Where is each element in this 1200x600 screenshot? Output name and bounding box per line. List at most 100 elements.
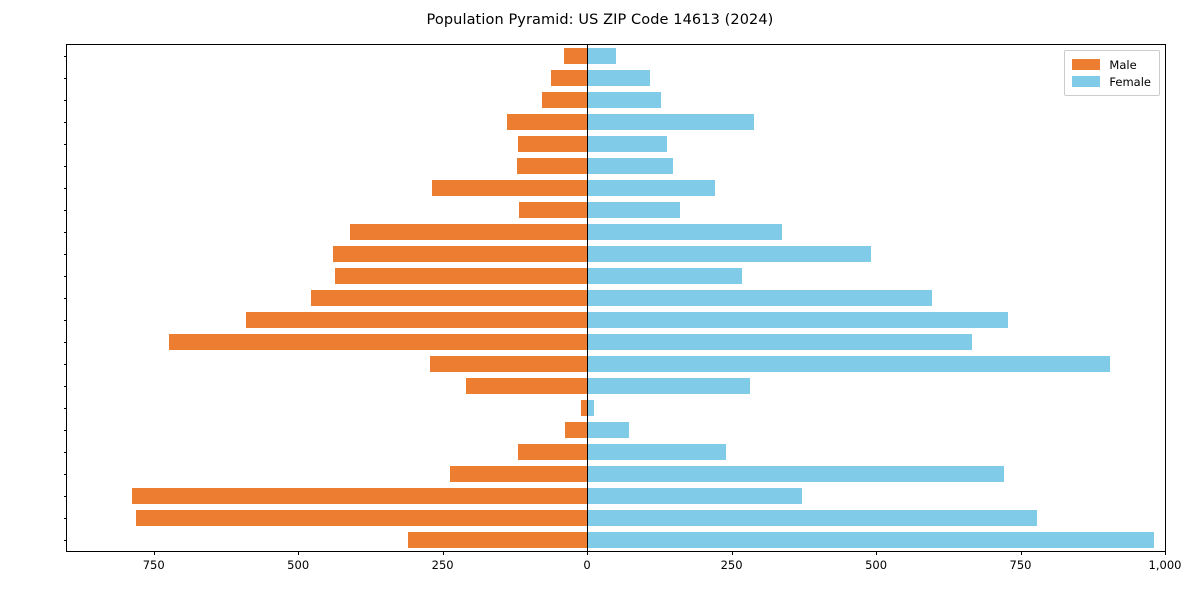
x-tick-label: 500 bbox=[865, 558, 888, 572]
bar-male-21 bbox=[581, 400, 588, 416]
bar-male-under-5 bbox=[407, 532, 588, 548]
bar-row bbox=[67, 532, 1165, 548]
y-tick-mark bbox=[63, 210, 67, 211]
bar-row bbox=[67, 356, 1165, 372]
y-tick-mark bbox=[63, 408, 67, 409]
y-tick-mark bbox=[63, 342, 67, 343]
bar-female-21 bbox=[587, 400, 595, 416]
chart-legend: Male Female bbox=[1064, 50, 1160, 96]
bar-row bbox=[67, 334, 1165, 350]
bar-female-65-66 bbox=[587, 158, 673, 174]
legend-swatch-female bbox=[1072, 76, 1101, 87]
plot-area: 85+80-8475-7970-7467-6965-6662-6460-6155… bbox=[63, 44, 1181, 572]
legend-label-female: Female bbox=[1109, 74, 1151, 89]
legend-swatch-male bbox=[1072, 59, 1101, 70]
bar-male-75-79 bbox=[542, 92, 588, 108]
bar-female-67-69 bbox=[587, 136, 667, 152]
y-tick-mark bbox=[63, 254, 67, 255]
bar-female-62-64 bbox=[587, 180, 716, 196]
bar-male-20 bbox=[565, 422, 588, 438]
bar-male-45-49 bbox=[334, 268, 588, 284]
bar-row bbox=[67, 268, 1165, 284]
y-tick-mark bbox=[63, 276, 67, 277]
bar-row bbox=[67, 48, 1165, 64]
bar-male-25-29 bbox=[429, 356, 588, 372]
x-tick-mark bbox=[731, 551, 733, 555]
bar-male-5-9 bbox=[136, 510, 588, 526]
bar-male-55-59 bbox=[350, 224, 588, 240]
bar-row bbox=[67, 312, 1165, 328]
x-tick-mark bbox=[876, 551, 878, 555]
bar-male-15-17 bbox=[449, 466, 588, 482]
y-tick-mark bbox=[63, 518, 67, 519]
legend-entry[interactable]: Male bbox=[1072, 56, 1151, 73]
bar-male-67-69 bbox=[517, 136, 588, 152]
bars-container bbox=[67, 45, 1165, 551]
bar-female-15-17 bbox=[587, 466, 1005, 482]
bar-female-10-14 bbox=[587, 488, 803, 504]
y-tick-mark bbox=[63, 232, 67, 233]
zero-axis-line bbox=[587, 45, 589, 551]
x-tick-mark bbox=[442, 551, 444, 555]
bar-female-80-84 bbox=[587, 70, 650, 86]
y-tick-mark bbox=[63, 298, 67, 299]
x-tick-label: 750 bbox=[142, 558, 165, 572]
x-tick-label: 0 bbox=[583, 558, 591, 572]
bar-row bbox=[67, 114, 1165, 130]
x-tick-mark bbox=[587, 551, 589, 555]
y-tick-mark bbox=[63, 100, 67, 101]
y-tick-mark bbox=[63, 166, 67, 167]
bar-male-80-84 bbox=[551, 70, 588, 86]
bar-row bbox=[67, 202, 1165, 218]
y-tick-mark bbox=[63, 320, 67, 321]
y-tick-mark bbox=[63, 188, 67, 189]
y-tick-mark bbox=[63, 386, 67, 387]
bar-male-70-74 bbox=[507, 114, 588, 130]
bar-row bbox=[67, 422, 1165, 438]
x-tick-label: 750 bbox=[1009, 558, 1032, 572]
bar-male-40-44 bbox=[310, 290, 588, 306]
y-tick-mark bbox=[63, 452, 67, 453]
bar-row bbox=[67, 92, 1165, 108]
bar-female-60-61 bbox=[587, 202, 680, 218]
bar-row bbox=[67, 180, 1165, 196]
bar-female-85- bbox=[587, 48, 616, 64]
bar-female-18-19 bbox=[587, 444, 726, 460]
bar-female-20 bbox=[587, 422, 630, 438]
bar-female-under-5 bbox=[587, 532, 1154, 548]
bar-row bbox=[67, 136, 1165, 152]
bar-row bbox=[67, 466, 1165, 482]
bar-male-30-34 bbox=[168, 334, 588, 350]
bar-female-35-39 bbox=[587, 312, 1008, 328]
bar-female-50-54 bbox=[587, 246, 872, 262]
bar-row bbox=[67, 400, 1165, 416]
bar-male-85- bbox=[563, 48, 588, 64]
x-tick-label: 250 bbox=[431, 558, 454, 572]
bar-male-22-24 bbox=[465, 378, 588, 394]
x-tick-mark bbox=[153, 551, 155, 555]
y-tick-mark bbox=[63, 496, 67, 497]
bar-female-30-34 bbox=[587, 334, 972, 350]
bar-row bbox=[67, 444, 1165, 460]
bar-row bbox=[67, 158, 1165, 174]
chart-title: Population Pyramid: US ZIP Code 14613 (2… bbox=[426, 12, 774, 28]
bar-male-35-39 bbox=[246, 312, 588, 328]
bar-male-65-66 bbox=[516, 158, 588, 174]
y-tick-mark bbox=[63, 56, 67, 57]
bar-female-70-74 bbox=[587, 114, 754, 130]
y-tick-mark bbox=[63, 474, 67, 475]
bar-female-45-49 bbox=[587, 268, 742, 284]
bar-row bbox=[67, 488, 1165, 504]
bar-female-5-9 bbox=[587, 510, 1037, 526]
legend-entry[interactable]: Female bbox=[1072, 73, 1151, 90]
bar-male-50-54 bbox=[332, 246, 588, 262]
bar-female-55-59 bbox=[587, 224, 783, 240]
bar-row bbox=[67, 510, 1165, 526]
y-tick-mark bbox=[63, 430, 67, 431]
y-tick-mark bbox=[63, 540, 67, 541]
bar-male-18-19 bbox=[517, 444, 588, 460]
bar-male-62-64 bbox=[432, 180, 588, 196]
x-tick-mark bbox=[1165, 551, 1166, 555]
y-tick-mark bbox=[63, 78, 67, 79]
